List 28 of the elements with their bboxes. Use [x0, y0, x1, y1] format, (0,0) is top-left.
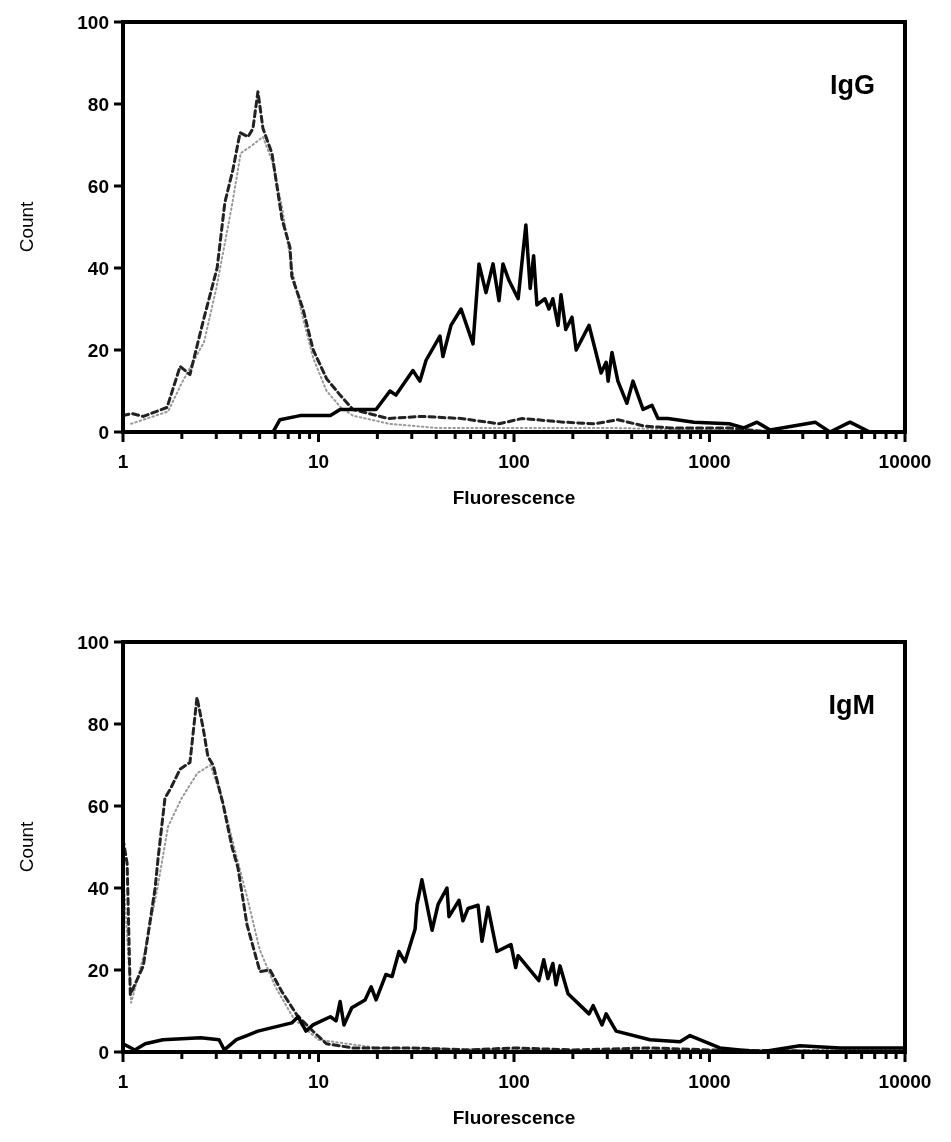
x-tick-label: 1000 [688, 451, 731, 472]
y-tick-label: 40 [87, 877, 109, 899]
x-tick-label: 10 [307, 1071, 330, 1092]
text: IgM [828, 690, 875, 720]
x-tick-label: 100 [498, 451, 530, 472]
y-tick-label: 0 [98, 1041, 109, 1063]
y-tick-label: 60 [87, 795, 109, 817]
x-tick-label: 10000 [878, 1071, 932, 1092]
y-tick-label: 20 [87, 339, 109, 361]
y-tick-label: 100 [77, 11, 109, 33]
x-tick-label: 10000 [878, 451, 932, 472]
y-tick-label: 80 [87, 93, 109, 115]
y-tick-label: 80 [87, 713, 109, 735]
y-tick-label: 20 [87, 959, 109, 981]
x-tick-label: 10 [307, 451, 330, 472]
text: IgG [830, 70, 875, 100]
x-axis-title: Fluorescence [452, 487, 576, 508]
y-tick-label: 100 [77, 631, 109, 653]
x-tick-label: 1 [117, 1071, 129, 1092]
y-tick-label: 0 [98, 421, 109, 443]
y-tick-label: 40 [87, 257, 109, 279]
x-tick-label: 1 [117, 451, 129, 472]
y-axis-title: Count [16, 820, 37, 873]
y-tick-label: 60 [87, 175, 109, 197]
x-axis-title: Fluorescence [452, 1107, 576, 1128]
x-tick-label: 100 [498, 1071, 530, 1092]
y-axis-title: Count [16, 200, 37, 253]
x-tick-label: 1000 [688, 1071, 731, 1092]
